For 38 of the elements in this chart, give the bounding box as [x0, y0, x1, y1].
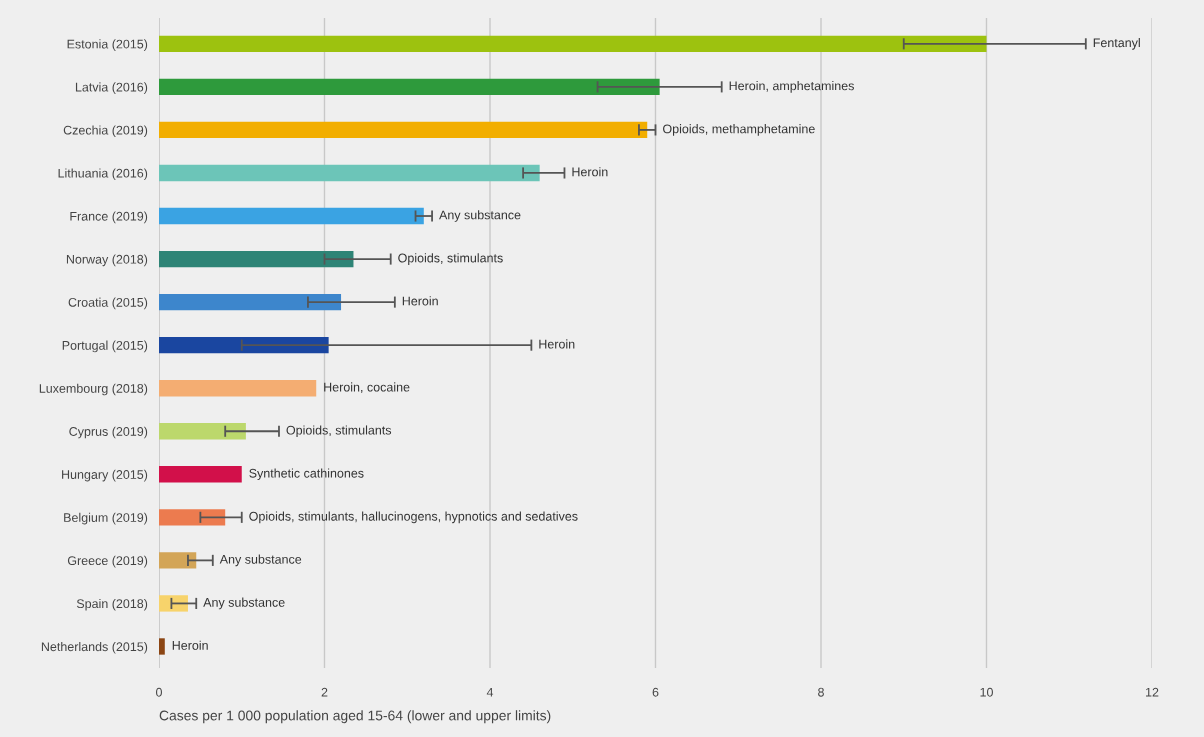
y-tick-label: Belgium (2019)	[64, 512, 148, 525]
y-tick-label: Croatia (2015)	[68, 297, 148, 310]
y-tick-label: Latvia (2016)	[75, 82, 148, 94]
annotation: Opioids, methamphetamine	[663, 124, 815, 136]
annotation: Opioids, stimulants, hallucinogens, hypnotics and sedatives	[249, 511, 578, 524]
x-axis-title: Cases per 1 000 population aged 15-64 (lower and upper limits)	[159, 710, 551, 724]
y-tick-label: Cyprus (2019)	[69, 426, 148, 439]
x-tick-label: 8	[818, 687, 824, 697]
x-tick-label: 6	[652, 687, 659, 697]
x-tick-label: 4	[486, 687, 494, 697]
y-tick-label: Hungary (2015)	[62, 469, 148, 482]
annotation: Synthetic cathinones	[249, 468, 364, 481]
x-tick-label: 2	[321, 687, 328, 697]
annotation: Any substance	[203, 597, 285, 610]
y-tick-label: Greece (2019)	[67, 555, 148, 568]
annotation: Opioids, stimulants	[286, 425, 392, 438]
annotation: Fentanyl	[1093, 38, 1140, 50]
annotation: Heroin	[402, 296, 438, 306]
y-tick-label: France (2019)	[70, 211, 148, 224]
annotation: Heroin	[539, 339, 575, 349]
y-tick-label: Spain (2018)	[76, 598, 148, 611]
annotation: Any substance	[219, 554, 302, 567]
y-tick-label: Estonia (2015)	[67, 39, 148, 51]
y-tick-label: Netherlands (2015)	[41, 641, 148, 654]
annotation: Heroin	[572, 167, 608, 177]
annotation: Heroin, cocaine	[324, 382, 410, 394]
annotation: Heroin, amphetamines	[729, 81, 854, 93]
y-tick-label: Lithuania (2016)	[58, 168, 148, 181]
annotation: Opioids, stimulants	[398, 253, 503, 265]
x-tick-label: 10	[980, 687, 993, 697]
y-tick-label: Portugal (2015)	[62, 340, 148, 353]
y-tick-label: Norway (2018)	[66, 254, 148, 267]
y-tick-label: Luxembourg (2018)	[39, 383, 148, 396]
y-tick-label: Czechia (2019)	[63, 125, 148, 138]
x-tick-label: 0	[156, 687, 162, 697]
x-tick-label: 12	[1146, 687, 1159, 697]
annotation: Any substance	[439, 210, 521, 222]
annotation: Heroin	[172, 640, 208, 650]
